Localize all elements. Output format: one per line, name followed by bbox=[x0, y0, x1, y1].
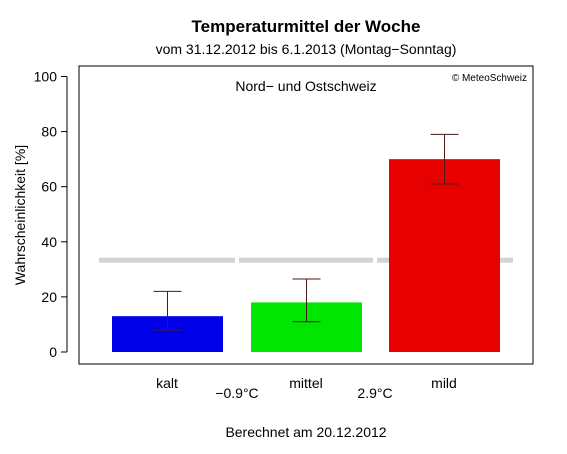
threshold-label: −0.9°C bbox=[215, 385, 258, 401]
chart-title: Temperaturmittel der Woche bbox=[192, 17, 421, 36]
region-label: Nord− und Ostschweiz bbox=[235, 78, 376, 94]
bars bbox=[112, 159, 500, 352]
y-axis-label: Wahrscheinlichkeit [%] bbox=[12, 145, 28, 285]
footer-note: Berechnet am 20.12.2012 bbox=[225, 424, 386, 440]
y-tick-label: 0 bbox=[49, 344, 57, 360]
y-tick-label: 60 bbox=[41, 179, 57, 195]
threshold-label: 2.9°C bbox=[357, 385, 392, 401]
copyright-label: © MeteoSchweiz bbox=[452, 73, 527, 84]
plot-frame bbox=[78, 65, 534, 365]
y-tick-label: 40 bbox=[41, 234, 57, 250]
x-axis-labels: kalt mittel mild −0.9°C 2.9°C bbox=[156, 375, 457, 401]
y-tick-label: 20 bbox=[41, 289, 57, 305]
y-tick-label: 100 bbox=[34, 69, 58, 85]
category-label: mittel bbox=[289, 375, 322, 391]
category-label: mild bbox=[431, 375, 457, 391]
category-label: kalt bbox=[156, 375, 178, 391]
y-axis: 0 20 40 60 80 100 bbox=[34, 69, 68, 360]
y-tick-label: 80 bbox=[41, 124, 57, 140]
bar-mild bbox=[389, 159, 500, 352]
chart-subtitle: vom 31.12.2012 bis 6.1.2013 (Montag−Sonn… bbox=[156, 41, 457, 57]
error-bars bbox=[153, 133, 459, 331]
